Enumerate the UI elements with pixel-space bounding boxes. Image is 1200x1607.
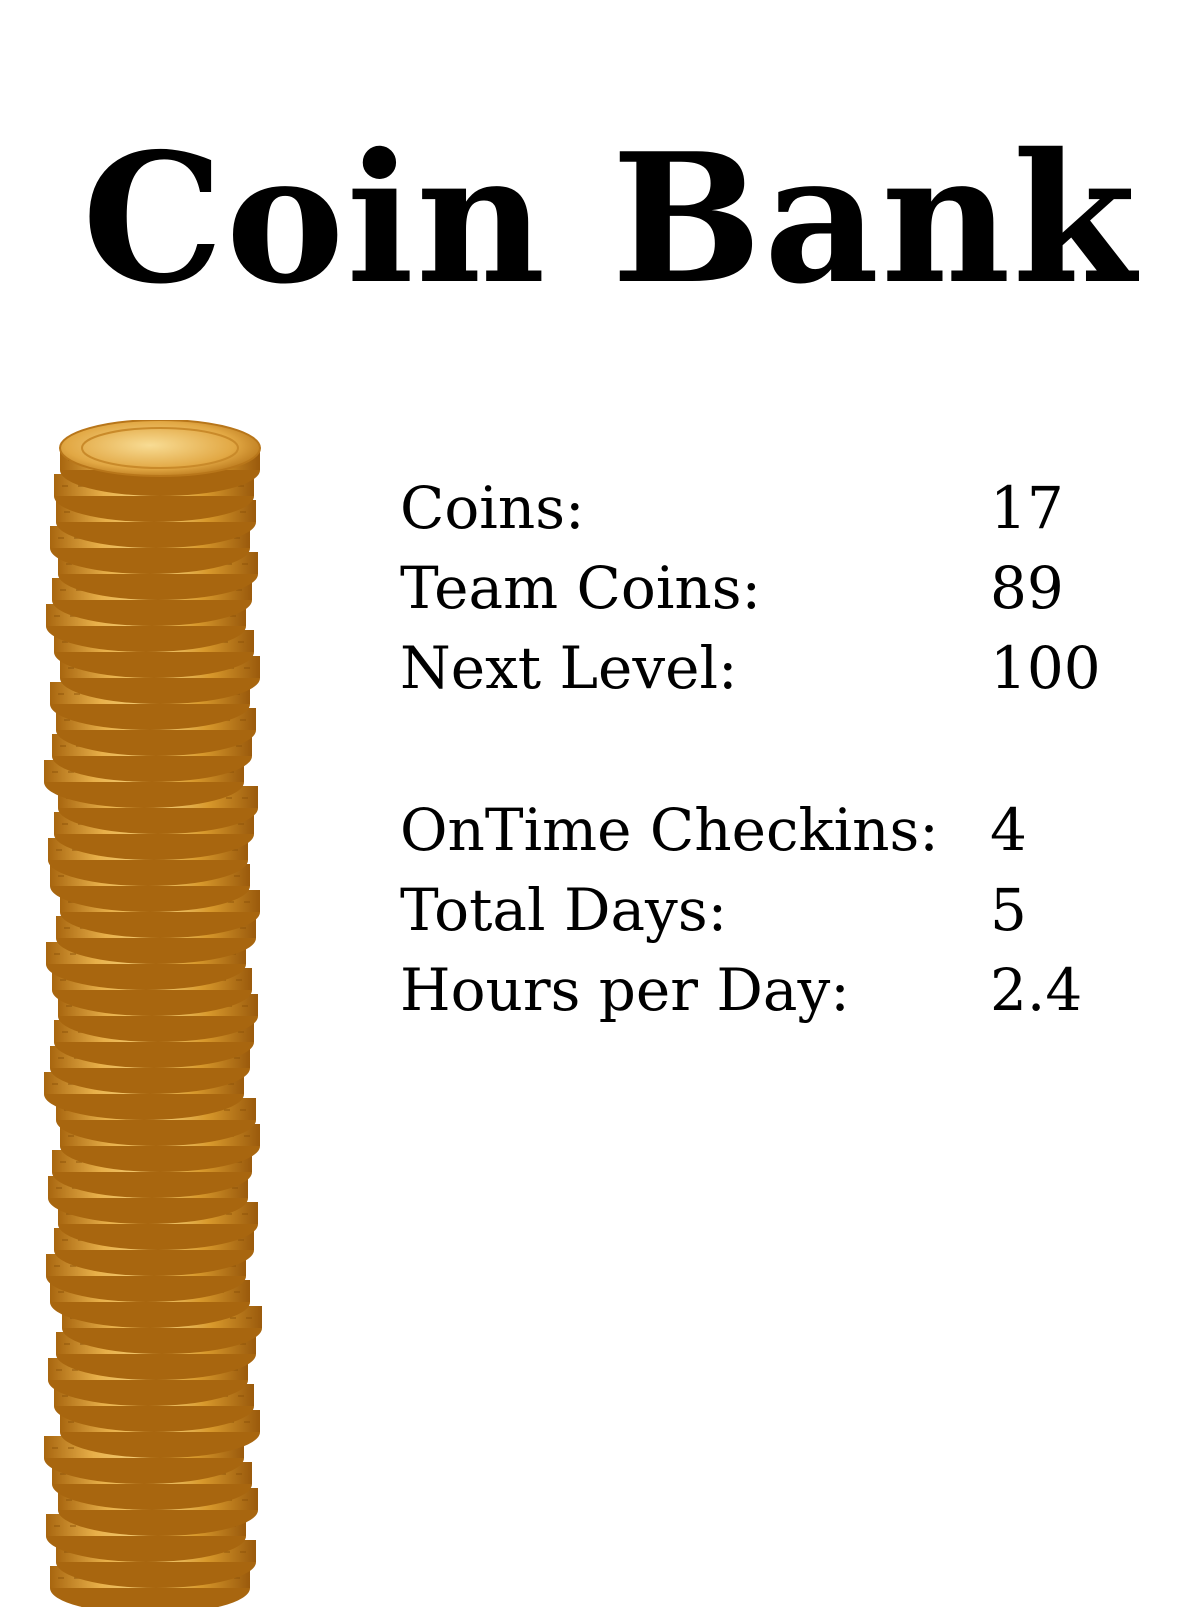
stat-value: 5 — [990, 876, 1027, 944]
coin-stack-icon — [44, 420, 262, 1607]
stat-row-hours-per-day: Hours per Day: 2.4 — [400, 950, 1160, 1030]
stat-value: 17 — [990, 474, 1064, 542]
stats-primary: Coins: 17 Team Coins: 89 Next Level: 100 — [400, 468, 1160, 708]
page-title: Coin Bank — [82, 114, 1138, 323]
stat-row-ontime-checkins: OnTime Checkins: 4 — [400, 790, 1160, 870]
coin-top-face — [59, 420, 261, 477]
stat-row-coins: Coins: 17 — [400, 468, 1160, 548]
stats-panel: Coins: 17 Team Coins: 89 Next Level: 100… — [400, 468, 1160, 1030]
stat-value: 89 — [990, 554, 1064, 622]
coin-top-rim — [81, 427, 239, 469]
stat-row-total-days: Total Days: 5 — [400, 870, 1160, 950]
stat-value: 4 — [990, 796, 1027, 864]
stat-value: 100 — [990, 634, 1101, 702]
stat-label: Total Days: — [400, 876, 728, 944]
stat-label: Hours per Day: — [400, 956, 850, 1024]
stat-label: Next Level: — [400, 634, 738, 702]
stat-row-team-coins: Team Coins: 89 — [400, 548, 1160, 628]
stat-label: Coins: — [400, 474, 585, 542]
stat-label: OnTime Checkins: — [400, 796, 939, 864]
stat-value: 2.4 — [990, 956, 1083, 1024]
stat-row-next-level: Next Level: 100 — [400, 628, 1160, 708]
stat-label: Team Coins: — [400, 554, 762, 622]
stats-secondary: OnTime Checkins: 4 Total Days: 5 Hours p… — [400, 790, 1160, 1030]
